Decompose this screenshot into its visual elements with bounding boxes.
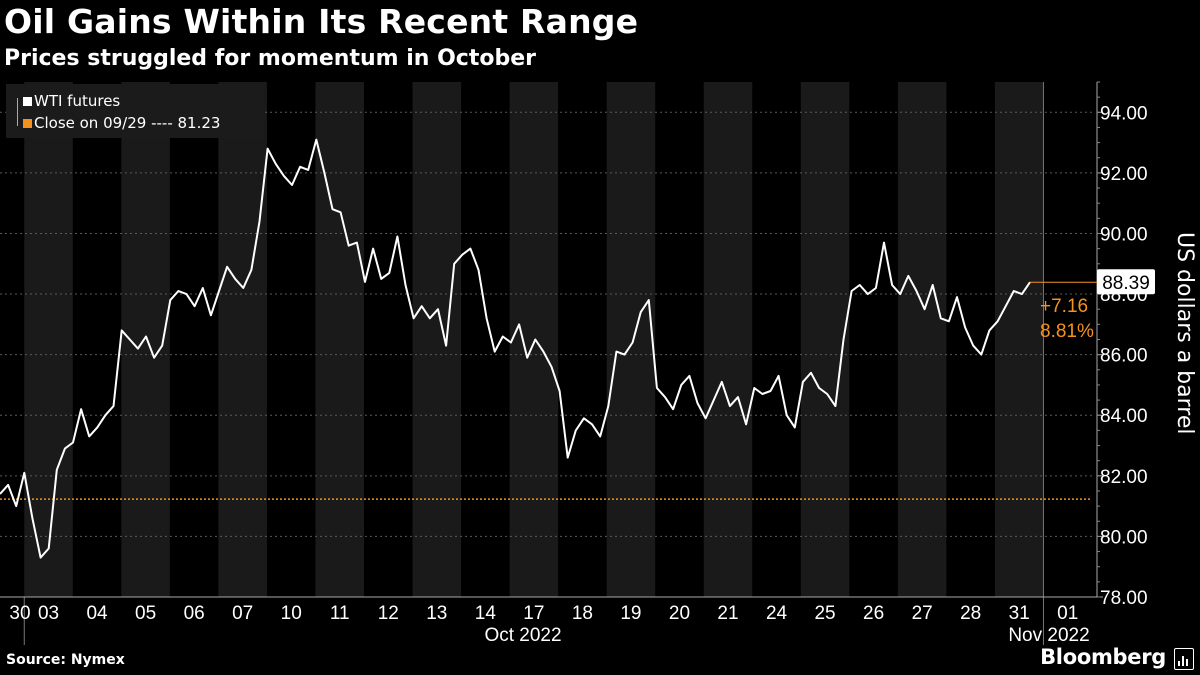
day-band bbox=[897, 82, 947, 597]
x-tick-label: 28 bbox=[960, 603, 981, 624]
y-tick-label: 90.00 bbox=[1100, 224, 1148, 245]
bloomberg-logo: Bloomberg bbox=[1040, 645, 1166, 669]
y-tick-label: 80.00 bbox=[1100, 527, 1148, 548]
day-band bbox=[994, 82, 1044, 597]
x-tick-label: 25 bbox=[814, 603, 835, 624]
chart-subtitle: Prices struggled for momentum in October bbox=[4, 46, 536, 71]
x-tick-label: 04 bbox=[86, 603, 108, 624]
day-band bbox=[703, 82, 753, 597]
x-tick-label: 19 bbox=[620, 603, 641, 624]
x-tick-label: 27 bbox=[912, 603, 933, 624]
x-tick-label: 07 bbox=[232, 603, 253, 624]
x-tick-label: 18 bbox=[572, 603, 593, 624]
y-tick-label: 84.00 bbox=[1100, 406, 1148, 427]
legend-swatch-wti bbox=[23, 97, 32, 106]
x-tick-label: 17 bbox=[523, 603, 544, 624]
last-value-box bbox=[1097, 269, 1155, 295]
x-month-label: Nov 2022 bbox=[1008, 625, 1089, 646]
day-band bbox=[218, 82, 267, 597]
legend-bracket bbox=[17, 98, 22, 126]
x-tick-label: 30 bbox=[9, 603, 30, 624]
chart-title: Oil Gains Within Its Recent Range bbox=[4, 2, 639, 41]
y-tick-label: 86.00 bbox=[1100, 346, 1148, 367]
x-tick-label: 14 bbox=[475, 603, 497, 624]
y-axis-label: US dollars a barrel bbox=[1172, 232, 1197, 434]
x-month-label: Oct 2022 bbox=[484, 625, 561, 646]
y-tick-label: 82.00 bbox=[1100, 467, 1148, 488]
x-tick-label: 01 bbox=[1057, 603, 1078, 624]
day-band bbox=[509, 82, 559, 597]
legend-swatch-reference bbox=[23, 119, 32, 128]
bloomberg-bars-icon bbox=[1174, 648, 1194, 670]
x-tick-label: 10 bbox=[281, 603, 302, 624]
x-tick-label: 06 bbox=[184, 603, 205, 624]
x-tick-label: 05 bbox=[135, 603, 156, 624]
x-tick-label: 13 bbox=[426, 603, 447, 624]
legend-label-reference: Close on 09/29 ---- 81.23 bbox=[34, 114, 221, 132]
y-tick-label: 94.00 bbox=[1100, 103, 1148, 124]
x-tick-label: 26 bbox=[863, 603, 884, 624]
y-tick-label: 92.00 bbox=[1100, 164, 1148, 185]
change-pct-label: 8.81% bbox=[1040, 321, 1094, 342]
day-band bbox=[412, 82, 462, 597]
x-tick-label: 21 bbox=[717, 603, 738, 624]
last-value-label: 88.39 bbox=[1102, 273, 1150, 294]
day-band bbox=[606, 82, 656, 597]
x-tick-label: 03 bbox=[38, 603, 59, 624]
wti-series-line bbox=[0, 138, 1031, 559]
y-tick-label: 78.00 bbox=[1100, 588, 1148, 609]
x-tick-label: 20 bbox=[669, 603, 690, 624]
x-tick-label: 31 bbox=[1009, 603, 1030, 624]
change-label: +7.16 bbox=[1040, 296, 1088, 317]
x-tick-label: 11 bbox=[330, 603, 350, 624]
source-note: Source: Nymex bbox=[6, 652, 125, 668]
day-band bbox=[24, 82, 73, 597]
x-tick-label: 12 bbox=[378, 603, 399, 624]
day-band bbox=[800, 82, 850, 597]
x-tick-label: 24 bbox=[766, 603, 788, 624]
legend: WTI futures Close on 09/29 ---- 81.23 bbox=[6, 84, 264, 138]
day-band bbox=[315, 82, 364, 597]
legend-label-wti: WTI futures bbox=[34, 92, 121, 110]
